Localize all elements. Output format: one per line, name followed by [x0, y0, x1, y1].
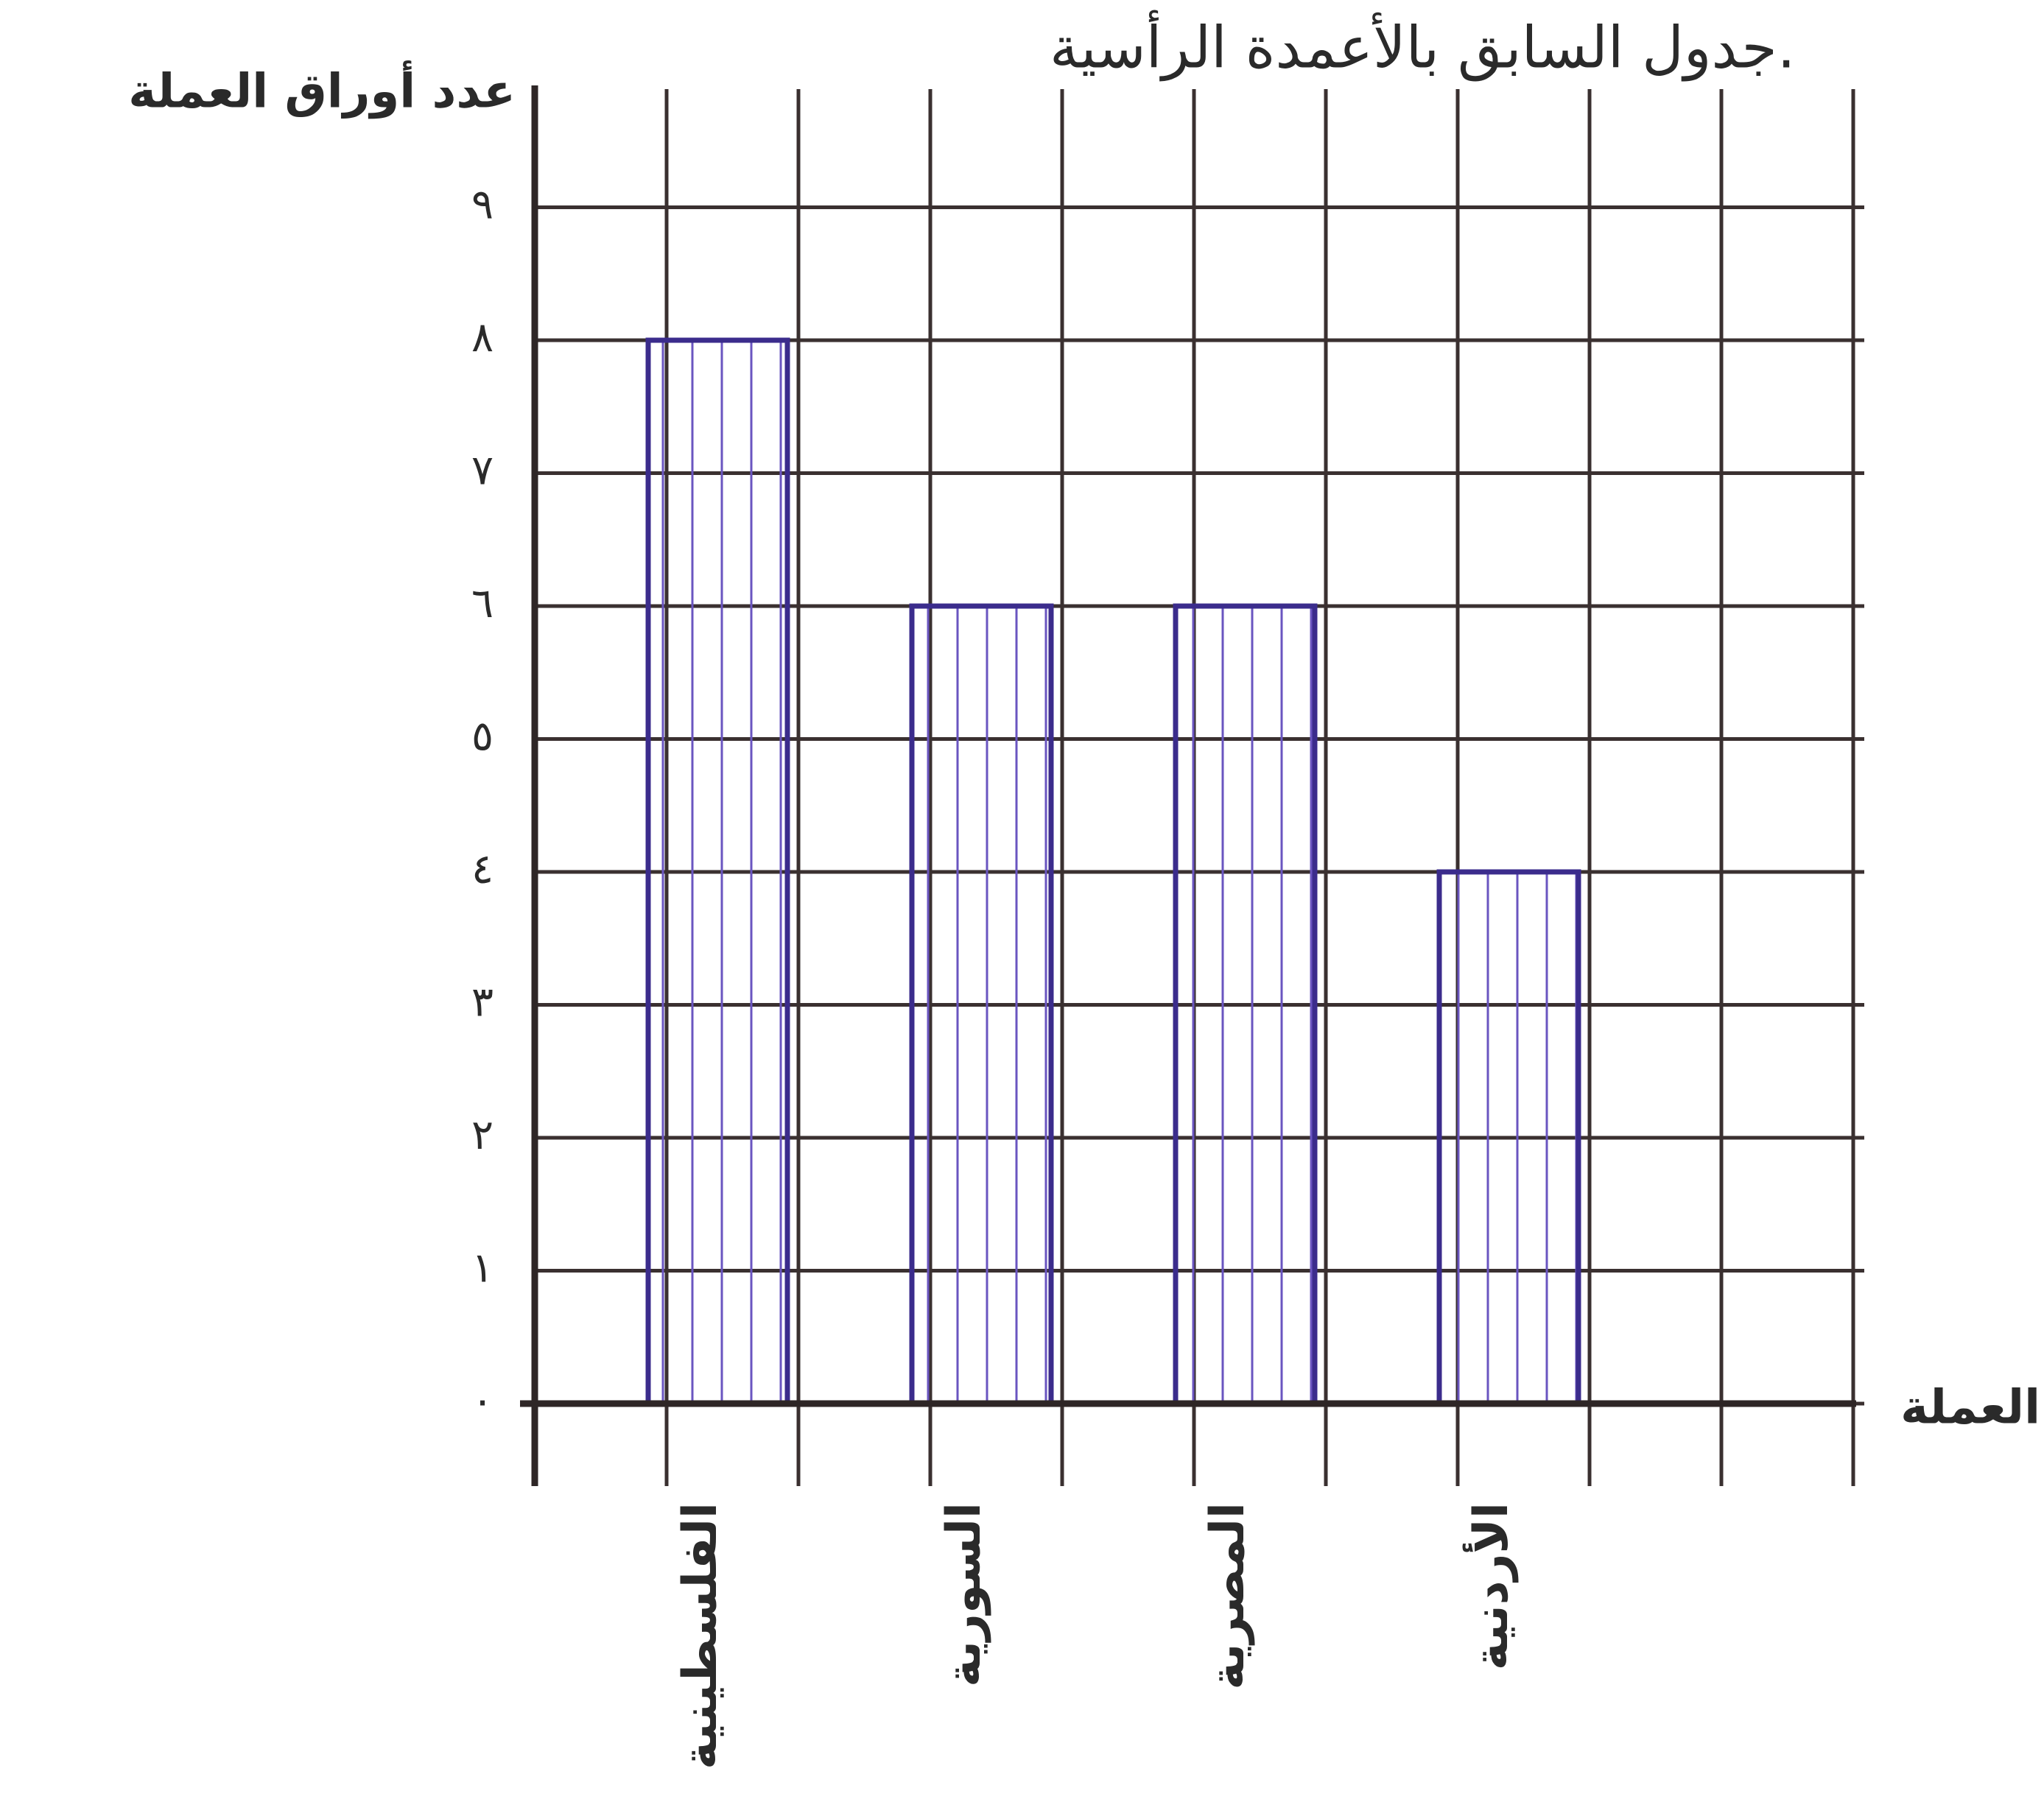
- bar: [1173, 603, 1318, 1407]
- y-tick-label: ٧: [471, 447, 494, 495]
- y-tick-label: ٢: [471, 1111, 494, 1159]
- y-tick-label: ٩: [471, 181, 494, 229]
- x-tick-label: الأردنية: [1462, 1502, 1519, 1670]
- y-tick-label: ٦: [471, 580, 494, 627]
- x-tick-label: المصرية: [1201, 1502, 1255, 1690]
- x-tick-label: السورية: [937, 1502, 991, 1687]
- bar: [1436, 869, 1581, 1407]
- x-tick-label: الفلسطينية: [673, 1502, 728, 1770]
- y-tick-label: ٤: [471, 845, 494, 893]
- y-tick-label: ٥: [471, 713, 494, 761]
- y-axis-label: عدد أوراق العملة: [128, 60, 516, 119]
- y-tick-label: ١: [471, 1245, 494, 1292]
- y-tick-label: ٠: [471, 1377, 494, 1425]
- bar: [645, 337, 790, 1407]
- x-axis-label: العملة: [1900, 1381, 2040, 1435]
- y-tick-label: ٣: [471, 979, 494, 1027]
- chart-title: جدول السابق بالأعمدة الرأسية.: [1050, 10, 1795, 82]
- y-tick-label: ٨: [471, 314, 494, 362]
- bar: [909, 603, 1054, 1407]
